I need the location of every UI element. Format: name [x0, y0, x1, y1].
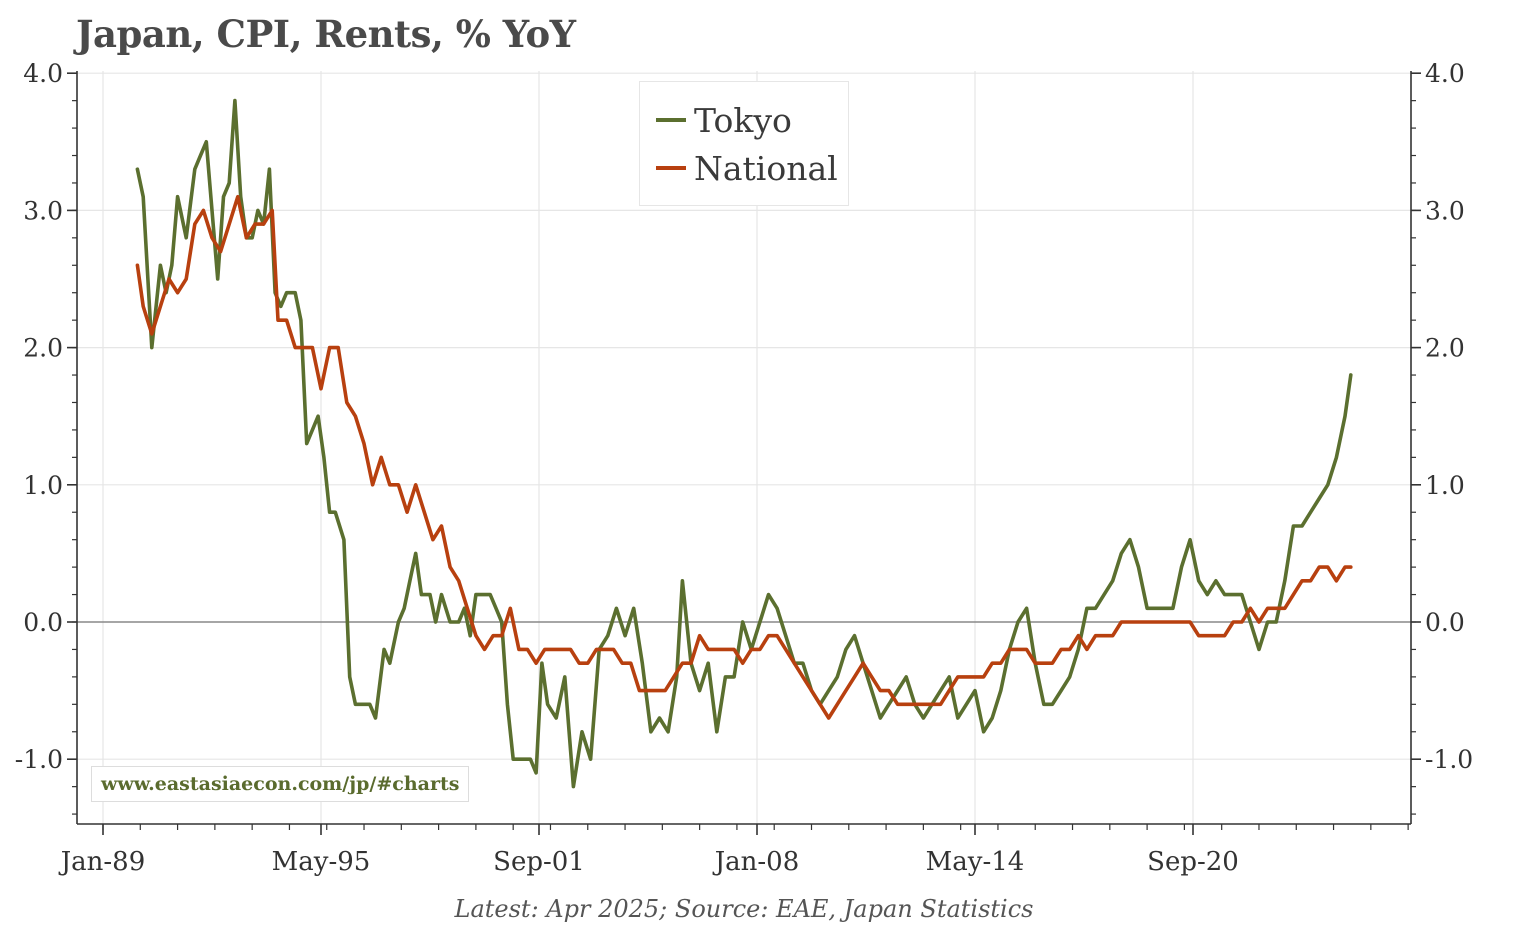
- legend: Tokyo National: [639, 81, 849, 206]
- series-line-tokyo: [135, 98, 1353, 789]
- source-note: Latest: Apr 2025; Source: EAE, Japan Sta…: [454, 895, 1034, 923]
- chart-title: Japan, CPI, Rents, % YoY: [76, 12, 576, 56]
- y-tick-label-left: 3.0: [23, 196, 63, 225]
- series-line-national: [135, 194, 1353, 720]
- tick-labels: 4.0 4.0 3.0 3.0 2.0 2.0 1.0 1.0 0.0 0.0 -1.0 -1.0 Ja…: [15, 59, 1473, 877]
- y-tick-label-right: 4.0: [1425, 59, 1465, 88]
- y-tick-label-left: -1.0: [15, 745, 63, 774]
- y-tick-label-left: 1.0: [23, 471, 63, 500]
- y-tick-label-left: 2.0: [23, 334, 63, 363]
- legend-swatch-national: [656, 166, 686, 170]
- legend-item-tokyo: Tokyo: [656, 98, 792, 142]
- watermark-link[interactable]: www.eastasiaecon.com/jp/#charts: [91, 766, 470, 802]
- y-tick-label-right: 0.0: [1425, 608, 1465, 637]
- x-tick-label: May-95: [272, 847, 371, 877]
- y-tick-label-right: 3.0: [1425, 196, 1465, 225]
- y-tick-label-right: -1.0: [1425, 745, 1473, 774]
- legend-label-national: National: [694, 148, 838, 188]
- y-tick-label-left: 4.0: [23, 59, 63, 88]
- y-tick-label-right: 1.0: [1425, 471, 1465, 500]
- series-lines: [135, 98, 1353, 789]
- legend-swatch-tokyo: [656, 118, 686, 122]
- x-tick-label: Sep-20: [1147, 847, 1239, 877]
- y-tick-label-right: 2.0: [1425, 334, 1465, 363]
- legend-label-tokyo: Tokyo: [694, 100, 792, 140]
- x-tick-label: Jan-89: [58, 847, 146, 877]
- legend-item-national: National: [656, 146, 838, 190]
- x-tick-label: Jan-08: [712, 847, 800, 877]
- x-tick-label: Sep-01: [493, 847, 585, 877]
- x-tick-label: May-14: [926, 847, 1025, 877]
- axes: [67, 71, 1421, 835]
- y-tick-label-left: 0.0: [23, 608, 63, 637]
